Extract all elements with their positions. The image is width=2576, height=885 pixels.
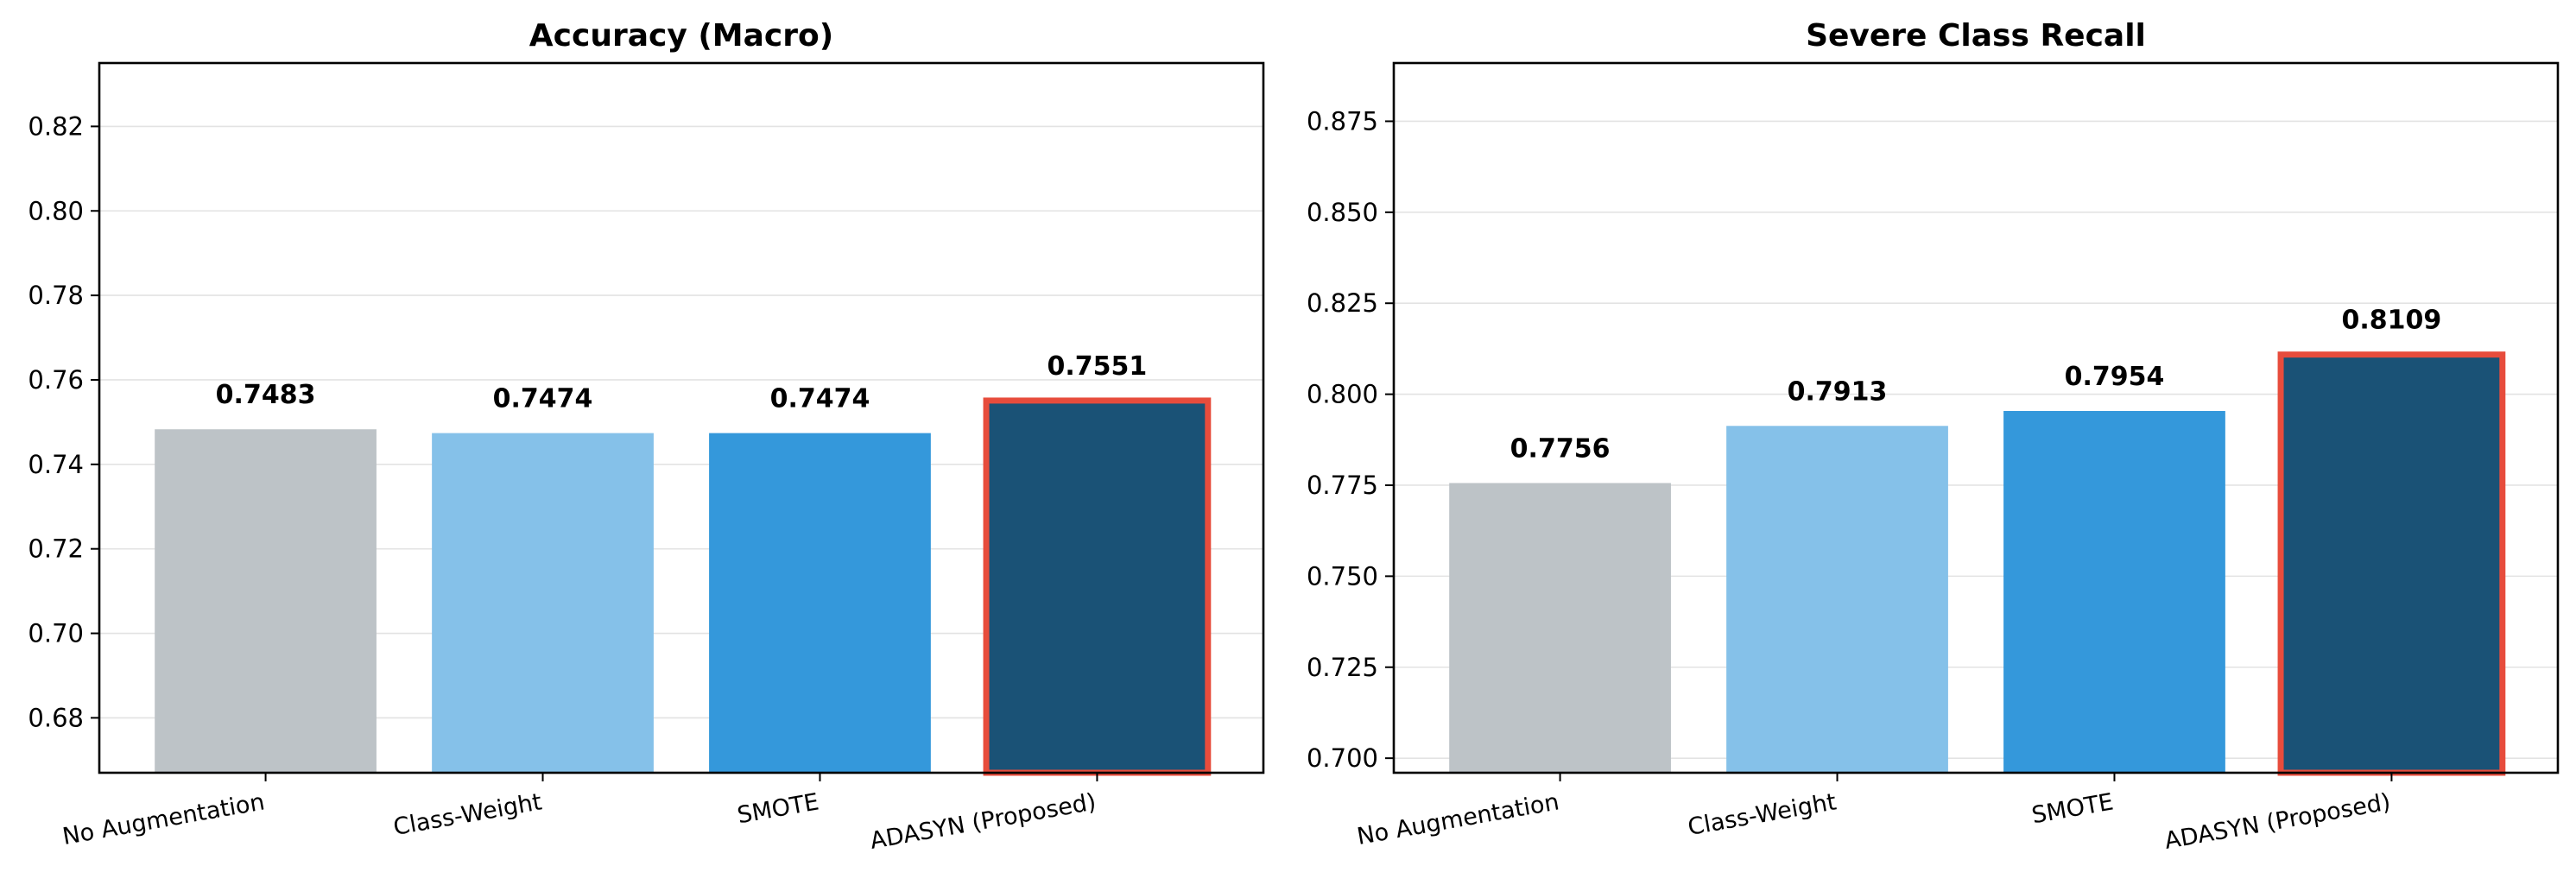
panel-1-xtick-label: SMOTE bbox=[736, 788, 821, 829]
panel-1-ytick-label: 0.72 bbox=[28, 534, 84, 564]
panel-1-ytick-label: 0.76 bbox=[28, 365, 84, 395]
panel-1-value-label-3: 0.7474 bbox=[770, 384, 870, 414]
panel-2-bar-2 bbox=[1726, 426, 1948, 773]
panel-2-xtick-label: ADASYN (Proposed) bbox=[2162, 788, 2392, 855]
panel-1-xtick-label: ADASYN (Proposed) bbox=[868, 788, 1098, 855]
panel-2-bar-1 bbox=[1449, 483, 1671, 773]
panel-2-ytick-label: 0.850 bbox=[1307, 198, 1378, 227]
panel-1-ytick-label: 0.78 bbox=[28, 281, 84, 310]
panel-1-ytick-label: 0.70 bbox=[28, 619, 84, 648]
panel-2-ytick-label: 0.725 bbox=[1307, 653, 1378, 682]
panel-2-xtick-label: SMOTE bbox=[2030, 788, 2116, 829]
panel-1-ytick-label: 0.74 bbox=[28, 450, 84, 479]
panel-1-bar-1 bbox=[155, 429, 377, 773]
panel-2-value-label-3: 0.7954 bbox=[2065, 362, 2165, 392]
panel-1-xtick-label: Class-Weight bbox=[391, 788, 543, 841]
panel-2-ytick-label: 0.800 bbox=[1307, 380, 1378, 409]
panel-1-ytick-label: 0.80 bbox=[28, 196, 84, 225]
panel-1-title: Accuracy (Macro) bbox=[529, 18, 833, 54]
panel-2-value-label-1: 0.7756 bbox=[1510, 433, 1611, 464]
panel-1-ytick-label: 0.82 bbox=[28, 111, 84, 141]
panel-2-ytick-label: 0.825 bbox=[1307, 288, 1378, 318]
panel-1-value-label-4: 0.7551 bbox=[1047, 351, 1148, 382]
panel-2-value-label-4: 0.8109 bbox=[2342, 306, 2442, 336]
panel-2-bar-3 bbox=[2003, 410, 2225, 773]
panel-1-ytick-label: 0.68 bbox=[28, 703, 84, 732]
panel-1-bar-3 bbox=[709, 433, 931, 773]
panel-1-value-label-1: 0.7483 bbox=[216, 380, 316, 410]
panel-2-title: Severe Class Recall bbox=[1806, 18, 2146, 54]
panel-2-ytick-label: 0.750 bbox=[1307, 561, 1378, 591]
panel-2-ytick-label: 0.700 bbox=[1307, 743, 1378, 773]
panel-1-bar-2 bbox=[432, 433, 654, 773]
panel-2-xtick-label: Class-Weight bbox=[1686, 788, 1838, 841]
panel-1-bar-4 bbox=[983, 397, 1212, 776]
panel-2-bar-4 bbox=[2277, 351, 2506, 776]
panel-2-ytick-label: 0.875 bbox=[1307, 106, 1378, 136]
panel-1-value-label-2: 0.7474 bbox=[493, 384, 593, 414]
panel-2-value-label-2: 0.7913 bbox=[1788, 376, 1888, 407]
panel-2-ytick-label: 0.775 bbox=[1307, 471, 1378, 500]
panel-2-xtick-label: No Augmentation bbox=[1355, 788, 1561, 850]
panel-1-xtick-label: No Augmentation bbox=[60, 788, 267, 850]
panel-2-axes-frame bbox=[1392, 61, 2560, 774]
panel-1-axes-frame bbox=[98, 61, 1265, 774]
